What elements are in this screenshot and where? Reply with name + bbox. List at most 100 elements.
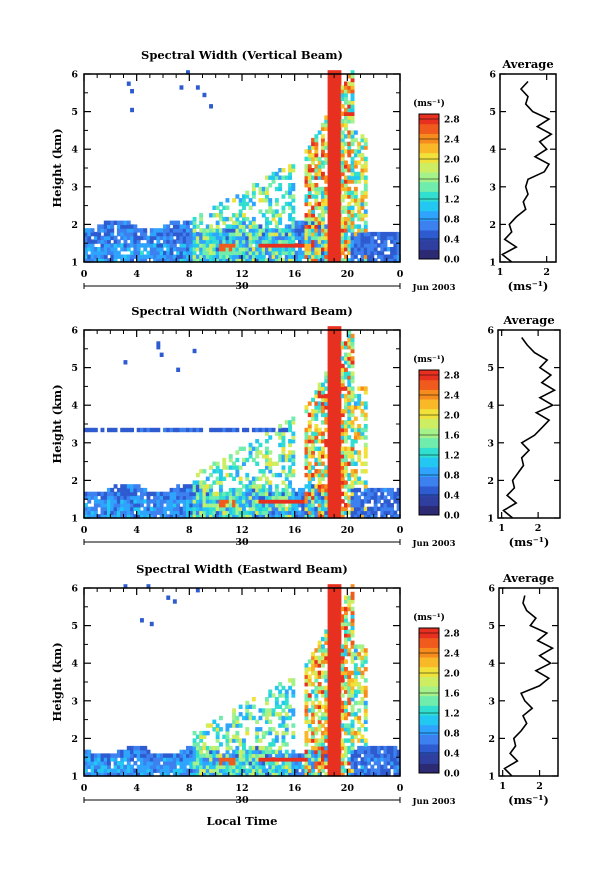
- heatmap-cell: [268, 183, 273, 188]
- heatmap-cell: [281, 764, 286, 770]
- heatmap-cell: [314, 134, 319, 139]
- heatmap-cell: [281, 427, 286, 433]
- heatmap-cell: [350, 629, 355, 634]
- heatmap-cell: [172, 254, 177, 259]
- heatmap-cell: [235, 757, 240, 762]
- heatmap-cell: [377, 250, 381, 256]
- heatmap-cell: [301, 757, 306, 762]
- heatmap-cell: [386, 768, 391, 773]
- heatmap-cell: [340, 92, 345, 98]
- heatmap-cell: [337, 194, 342, 199]
- heatmap-cell: [337, 186, 342, 192]
- heatmap-cell: [245, 761, 250, 766]
- heatmap-cell: [238, 243, 243, 248]
- heatmap-cell: [219, 495, 223, 500]
- heatmap-cell: [172, 228, 177, 233]
- heatmap-cell: [327, 239, 332, 244]
- heatmap-cell: [143, 487, 148, 493]
- heatmap-cell: [159, 495, 164, 500]
- heatmap-cell: [265, 250, 269, 256]
- heatmap-cell: [93, 764, 98, 770]
- heatmap-cell: [330, 175, 335, 180]
- heatmap-cell: [242, 250, 246, 256]
- heatmap-cell: [120, 749, 125, 755]
- heatmap-cell: [360, 764, 365, 770]
- heatmap-cell: [212, 243, 217, 248]
- heatmap-cell: [245, 472, 250, 478]
- heatmap-cell: [219, 727, 223, 732]
- heatmap-cell: [258, 768, 263, 773]
- x-tick-label: 4: [133, 783, 140, 794]
- heatmap-cell: [373, 247, 378, 252]
- heatmap-cell: [258, 209, 263, 214]
- heatmap-cell: [248, 450, 253, 455]
- heatmap-cell: [248, 704, 253, 709]
- heatmap-cell: [324, 442, 329, 448]
- heatmap-cell: [337, 480, 342, 485]
- heatmap-cell: [324, 239, 329, 244]
- y-tick-label: 4: [71, 659, 78, 670]
- heatmap-cell: [340, 164, 345, 169]
- heatmap-cell: [307, 439, 312, 444]
- heatmap-cell: [340, 761, 345, 766]
- heatmap-cell: [353, 674, 358, 679]
- heatmap-cell: [222, 764, 227, 770]
- heatmap-cell: [87, 491, 92, 497]
- heatmap-cell: [143, 427, 148, 433]
- heatmap-cell: [337, 171, 342, 177]
- heatmap-cell: [311, 704, 315, 709]
- heatmap-cell: [245, 247, 250, 252]
- heatmap-cell: [353, 137, 358, 143]
- heatmap-cell: [350, 749, 355, 755]
- heatmap-cell: [327, 371, 332, 376]
- heatmap-cell: [156, 761, 161, 766]
- heatmap-cell: [347, 397, 352, 403]
- heatmap-cell: [334, 122, 339, 128]
- heatmap-cell: [330, 405, 335, 410]
- heatmap-cell: [334, 77, 339, 83]
- colorbar-tick-label: 1.6: [444, 432, 460, 442]
- heatmap-cell: [192, 231, 197, 237]
- heatmap-cell: [192, 427, 197, 433]
- heatmap-cell: [334, 457, 339, 463]
- heatmap-cell: [268, 757, 273, 762]
- heatmap-cell: [172, 753, 177, 758]
- heatmap-cell: [182, 499, 187, 504]
- heatmap-cell: [242, 761, 246, 766]
- heatmap-cell: [350, 371, 355, 376]
- heatmap-cell: [301, 753, 306, 758]
- heatmap-cell: [370, 243, 375, 248]
- heatmap-cell: [357, 480, 362, 485]
- heatmap-cell: [126, 506, 131, 512]
- heatmap-cell: [212, 205, 217, 210]
- heatmap-cell: [274, 764, 279, 770]
- heatmap-cell: [284, 730, 289, 736]
- heatmap-cell: [149, 761, 154, 766]
- heatmap-cell: [307, 719, 312, 724]
- heatmap-cell: [311, 761, 315, 766]
- heatmap-cell: [90, 757, 95, 762]
- heatmap-cell: [324, 397, 329, 403]
- heatmap-cell: [212, 749, 217, 755]
- heatmap-cell: [357, 175, 362, 180]
- heatmap-cell: [288, 757, 292, 762]
- heatmap-cell: [136, 427, 141, 433]
- heatmap-cell: [179, 228, 184, 233]
- heatmap-cell: [265, 745, 269, 751]
- heatmap-cell: [281, 231, 286, 237]
- heatmap-cell: [380, 514, 385, 519]
- heatmap-cell: [228, 772, 233, 777]
- colorbar-tick-label: 1.2: [444, 710, 460, 720]
- heatmap-cell: [182, 239, 187, 244]
- heatmap-cell: [205, 761, 210, 766]
- heatmap-cell: [219, 484, 223, 489]
- heatmap-cell: [327, 126, 332, 131]
- heatmap-cell: [380, 250, 385, 256]
- heatmap-cell: [353, 254, 358, 259]
- heatmap-cell: [301, 764, 306, 770]
- heatmap-cell: [195, 764, 200, 770]
- heatmap-cell: [284, 753, 289, 758]
- heatmap-cell: [166, 239, 171, 244]
- heatmap-cell: [176, 239, 181, 244]
- heatmap-cell: [192, 228, 197, 233]
